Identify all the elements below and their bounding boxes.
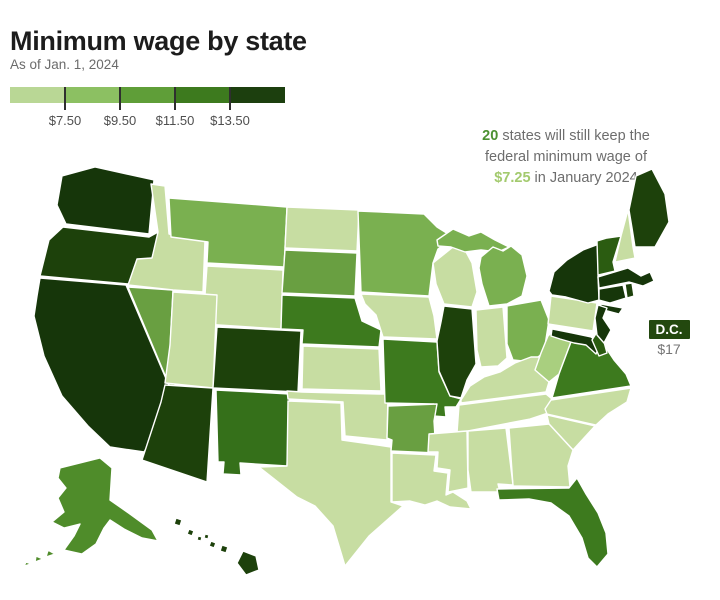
legend-swatch-5	[230, 87, 285, 103]
state-alaska-aleutians	[23, 549, 56, 567]
state-utah	[164, 291, 218, 389]
annotation-line-2: federal minimum wage of	[485, 149, 647, 166]
chart-subtitle: As of Jan. 1, 2024	[10, 57, 119, 72]
state-illinois	[436, 305, 477, 399]
legend-tick-label: $9.50	[103, 113, 137, 128]
state-north-dakota	[284, 206, 360, 252]
state-hawaii	[173, 517, 260, 576]
legend-tick	[174, 87, 176, 110]
state-maryland	[550, 328, 602, 355]
state-new-jersey	[594, 304, 612, 344]
annotation-text: in January 2024	[530, 170, 638, 187]
legend-tick-label: $7.50	[48, 113, 82, 128]
state-maine	[628, 168, 670, 248]
state-minnesota	[357, 210, 454, 297]
state-north-carolina	[544, 387, 632, 426]
state-washington	[56, 166, 155, 235]
state-new-mexico	[215, 389, 291, 476]
annotation-count: 20	[482, 128, 499, 144]
state-alaska	[51, 457, 159, 555]
state-wisconsin	[432, 246, 478, 308]
legend-swatch-3	[120, 87, 175, 103]
state-oklahoma	[286, 390, 389, 441]
dc-value: $17	[657, 341, 681, 357]
state-mississippi	[427, 430, 469, 493]
legend-tick-label: $13.50	[210, 113, 250, 128]
annotation-line-1: 20 states will still keep the	[438, 126, 694, 147]
annotation-note: 20 states will still keep the federal mi…	[438, 126, 694, 189]
color-scale-legend: $7.50 $9.50 $11.50 $13.50	[10, 87, 285, 131]
annotation-line-3: $7.25 in January 2024	[438, 168, 694, 189]
legend-swatch-2	[65, 87, 120, 103]
state-south-carolina	[546, 414, 596, 451]
state-nebraska	[280, 294, 382, 348]
state-alabama	[467, 427, 514, 493]
state-south-dakota	[281, 249, 358, 297]
state-florida	[496, 477, 609, 568]
state-rhode-island	[624, 282, 635, 299]
legend-swatches	[10, 87, 285, 103]
state-iowa	[360, 293, 438, 340]
state-kansas	[301, 345, 382, 392]
state-michigan	[478, 245, 528, 307]
state-vermont	[596, 235, 622, 276]
annotation-wage: $7.25	[494, 170, 531, 187]
state-arizona	[141, 384, 214, 483]
legend-tick	[64, 87, 66, 110]
dc-label-badge: D.C.	[648, 320, 690, 339]
legend-swatch-4	[175, 87, 230, 103]
legend-tick-label: $11.50	[155, 113, 195, 128]
legend-tick	[119, 87, 121, 110]
dc-callout: D.C. $17	[646, 320, 692, 357]
state-massachusetts	[597, 267, 655, 289]
state-georgia	[508, 423, 574, 488]
state-idaho	[127, 183, 206, 293]
state-texas	[258, 400, 404, 567]
state-kentucky	[460, 356, 550, 404]
state-arkansas	[386, 403, 438, 454]
annotation-text: states will still keep the	[498, 128, 650, 144]
state-michigan-upper-peninsula	[436, 228, 510, 253]
state-colorado	[212, 326, 302, 393]
page-title: Minimum wage by state	[10, 26, 307, 57]
state-connecticut	[598, 284, 627, 304]
state-new-hampshire	[614, 209, 636, 263]
state-louisiana	[391, 452, 472, 510]
state-indiana	[475, 306, 508, 368]
legend-swatch-1	[10, 87, 65, 103]
legend-tick	[229, 87, 231, 110]
